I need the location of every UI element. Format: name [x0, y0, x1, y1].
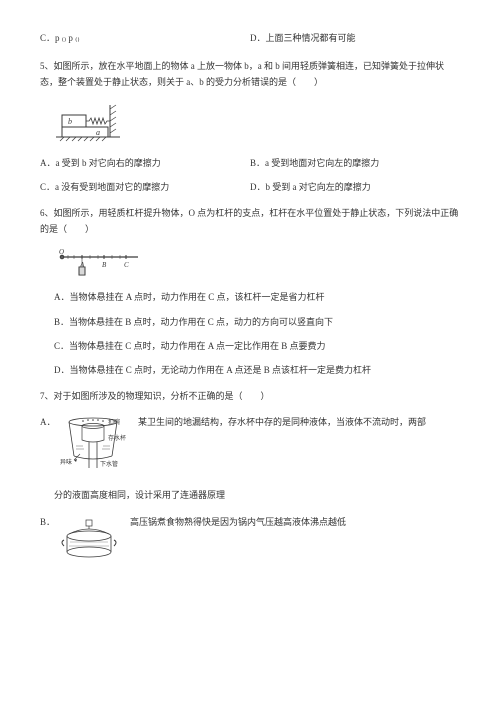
q7-opt-a: A． — [40, 414, 460, 475]
question-7: 7、对于如图所涉及的物理知识，分析不正确的是（ ） A． — [40, 388, 460, 567]
pressure-cooker-svg — [58, 514, 120, 562]
q5-opt-b: B．a 受到地面对它向左的摩擦力 — [250, 155, 460, 171]
q7-a-continuation: 分的液面高度相同，设计采用了连通器原理 — [40, 487, 460, 503]
svg-text:O: O — [59, 248, 64, 256]
q6-stem: 6、如图所示，用轻质杠杆提升物体，O 点为杠杆的支点，杠杆在水平位置处于静止状态… — [40, 205, 460, 237]
q6-figure: O A B C — [54, 247, 460, 279]
q5-opt-c: C．a 没有受到地面对它的摩擦力 — [40, 179, 250, 195]
q5-options-ab: A．a 受到 b 对它向右的摩擦力 B．a 受到地面对它向左的摩擦力 — [40, 155, 460, 171]
svg-text:B: B — [102, 261, 107, 269]
q7-a-label: A． — [40, 414, 58, 430]
label-mid: 存水杯 — [108, 434, 126, 442]
question-6: 6、如图所示，用轻质杠杆提升物体，O 点为杠杆的支点，杠杆在水平位置处于静止状态… — [40, 205, 460, 378]
option-c: C．p ₍₎ p ₍₎ — [40, 30, 250, 46]
q7-a-figure: 扣碗 存水杯 异味 下水管 — [58, 414, 128, 475]
q7-b-text: 高压锅煮食物熟得快是因为锅内气压越高液体沸点越低 — [130, 514, 460, 530]
q5-opt-d: D．b 受到 a 对它向左的摩擦力 — [250, 179, 460, 195]
svg-text:b: b — [68, 117, 72, 126]
question-5: 5、如图所示，放在水平地面上的物体 a 上放一物体 b，a 和 b 间用轻质弹簧… — [40, 58, 460, 195]
option-d: D．上面三种情况都有可能 — [250, 30, 460, 46]
label-br: 下水管 — [100, 460, 118, 468]
q6-opt-c: C．当物体悬挂在 C 点时，动力作用在 A 点一定比作用在 B 点要费力 — [40, 338, 460, 354]
q6-opt-a: A．当物体悬挂在 A 点时，动力作用在 C 点，该杠杆一定是省力杠杆 — [40, 289, 460, 305]
q7-b-figure — [58, 514, 120, 567]
label-top: 扣碗 — [108, 418, 120, 426]
q6-opt-d: D．当物体悬挂在 C 点时，无论动力作用在 A 点还是 B 点该杠杆一定是费力杠… — [40, 362, 460, 378]
q5-stem: 5、如图所示，放在水平地面上的物体 a 上放一物体 b，a 和 b 间用轻质弹簧… — [40, 58, 460, 90]
q6-svg: O A B C — [54, 247, 144, 279]
q7-opt-b: B． 高压锅煮食物熟得快是因为锅内气压越高液体沸点越低 — [40, 514, 460, 567]
q7-b-label: B． — [40, 514, 58, 530]
svg-text:a: a — [96, 128, 100, 137]
drain-trap-svg: 扣碗 存水杯 异味 下水管 — [58, 414, 128, 470]
q7-a-text: 某卫生间的地漏结构，存水杯中存的是同种液体，当液体不流动时，两部 — [138, 414, 460, 430]
q5-svg: a b — [54, 101, 124, 145]
q7-stem: 7、对于如图所涉及的物理知识，分析不正确的是（ ） — [40, 388, 460, 404]
q6-opt-b: B．当物体悬挂在 B 点时，动力作用在 C 点，动力的方向可以竖直向下 — [40, 314, 460, 330]
label-bl: 异味 — [60, 458, 72, 466]
q5-figure: a b — [54, 101, 460, 145]
svg-text:C: C — [124, 261, 129, 269]
q5-opt-a: A．a 受到 b 对它向右的摩擦力 — [40, 155, 250, 171]
q5-options-cd: C．a 没有受到地面对它的摩擦力 D．b 受到 a 对它向左的摩擦力 — [40, 179, 460, 195]
top-option-row: C．p ₍₎ p ₍₎ D．上面三种情况都有可能 — [40, 30, 460, 46]
